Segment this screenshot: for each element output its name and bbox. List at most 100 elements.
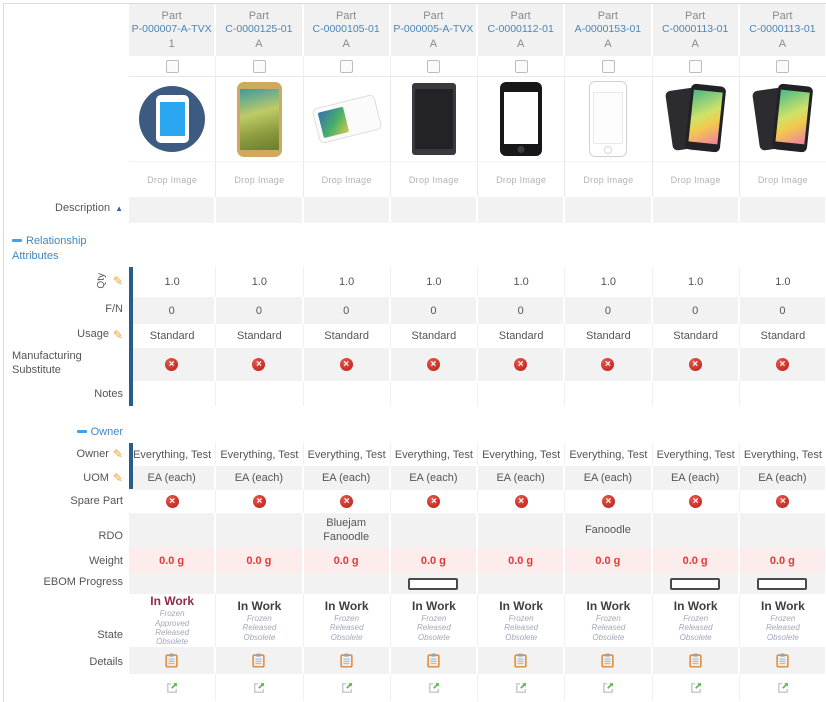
part-number-link[interactable]: A-0000153-01 — [574, 23, 642, 36]
edit-uom-icon[interactable]: ✎ — [112, 471, 123, 485]
product-image[interactable] — [311, 93, 383, 145]
open-details-icon[interactable] — [689, 681, 703, 695]
uom-cell: EA (each) — [303, 466, 391, 490]
part-revision: A — [342, 37, 350, 50]
product-image[interactable] — [139, 86, 206, 152]
manufacturing-substitute-cell: × — [129, 348, 217, 381]
open-details-icon[interactable] — [601, 681, 615, 695]
not-allowed-icon: × — [601, 495, 615, 508]
column-select-checkbox[interactable] — [776, 59, 790, 73]
column-select-checkbox[interactable] — [340, 59, 354, 73]
state-option: Frozen — [683, 613, 709, 623]
description-label: Description — [55, 202, 111, 215]
checkbox-row — [4, 56, 826, 76]
owner-value: Everything, Test — [394, 448, 473, 461]
clipboard-icon[interactable] — [165, 653, 178, 668]
select-cell — [565, 56, 653, 76]
qty-row: Qty ✎ 1.0 1.0 1.0 1.0 1.0 1.0 1.0 1.0 — [4, 267, 826, 297]
clipboard-icon[interactable] — [252, 653, 266, 668]
details-open-cell — [739, 674, 826, 701]
column-select-checkbox[interactable] — [252, 59, 266, 73]
part-header-cell: Part C-0000125-01 A — [216, 4, 304, 56]
part-type-label: Part — [772, 10, 793, 22]
not-allowed-icon: × — [339, 358, 353, 371]
drop-image-zone[interactable]: Drop Image — [757, 174, 808, 185]
not-allowed-icon: × — [252, 495, 266, 508]
usage-value: Standard — [760, 330, 806, 342]
open-details-icon[interactable] — [252, 681, 266, 695]
notes-row-label: Notes — [4, 381, 129, 406]
open-details-icon[interactable] — [165, 681, 179, 695]
drop-zone-cell: Drop Image — [303, 161, 391, 197]
edit-owner-icon[interactable]: ✎ — [112, 447, 123, 461]
image-cell — [652, 76, 740, 161]
edit-qty-icon[interactable]: ✎ — [112, 273, 123, 288]
usage-value: Standard — [324, 330, 369, 342]
part-type-label: Part — [597, 10, 618, 22]
qty-cell: 1.0 — [390, 267, 478, 297]
state-cell: In Work Frozen Released Obsolete — [390, 594, 478, 647]
select-cell — [216, 56, 304, 76]
part-number-link[interactable]: C-0000113-01 — [749, 23, 816, 36]
weight-cell: 0.0 g — [739, 548, 826, 573]
details-open-row-label — [4, 674, 129, 701]
part-number-link[interactable]: C-0000113-01 — [661, 23, 729, 36]
column-select-checkbox[interactable] — [165, 59, 179, 73]
drop-image-zone[interactable]: Drop Image — [583, 174, 634, 185]
column-select-checkbox[interactable] — [689, 59, 703, 73]
state-option: Obsolete — [592, 632, 625, 642]
column-select-checkbox[interactable] — [514, 59, 528, 73]
usage-row-label: Usage ✎ — [4, 324, 129, 348]
product-image[interactable] — [411, 83, 456, 155]
rdo-cell — [652, 513, 740, 548]
ebom-progress-cell — [216, 573, 304, 594]
open-details-icon[interactable] — [340, 681, 354, 695]
rdo-value: Bluejam Fanoodle — [323, 516, 370, 543]
section-owner[interactable]: Owner — [76, 425, 123, 439]
open-details-icon[interactable] — [427, 681, 441, 695]
clipboard-icon[interactable] — [514, 653, 527, 668]
drop-image-zone[interactable]: Drop Image — [496, 174, 547, 185]
state-option: Obsolete — [330, 632, 363, 642]
qty-value: 1.0 — [687, 276, 704, 288]
part-number-link[interactable]: C-0000112-01 — [487, 23, 554, 36]
open-details-icon[interactable] — [776, 681, 790, 695]
part-number-link[interactable]: C-0000125-01 — [225, 23, 293, 36]
product-image[interactable] — [751, 82, 814, 156]
clipboard-icon[interactable] — [339, 653, 353, 668]
drop-image-zone[interactable]: Drop Image — [147, 174, 198, 185]
part-number-link[interactable]: P-000007-A-TVX — [131, 23, 212, 36]
state-current: In Work — [499, 598, 544, 613]
column-select-checkbox[interactable] — [601, 59, 615, 73]
product-image[interactable] — [500, 82, 543, 156]
product-image[interactable] — [589, 81, 628, 157]
part-number-link[interactable]: C-0000105-01 — [312, 23, 380, 36]
owner-section: Owner ✎ Everything, Test Everything, Test… — [4, 443, 826, 701]
state-option: Released — [765, 623, 800, 633]
clipboard-icon[interactable] — [601, 653, 615, 668]
edit-usage-icon[interactable]: ✎ — [112, 327, 123, 342]
drop-image-zone[interactable]: Drop Image — [670, 174, 721, 185]
part-revision: A — [516, 37, 525, 50]
details-open-cell — [390, 674, 478, 701]
product-image[interactable] — [236, 81, 282, 157]
clipboard-icon[interactable] — [688, 653, 702, 668]
fn-value: 0 — [343, 304, 350, 317]
open-details-icon[interactable] — [514, 681, 528, 695]
details-clipboard-row: Details — [4, 647, 826, 674]
fn-value: 0 — [168, 304, 175, 317]
clipboard-icon[interactable] — [427, 653, 440, 668]
drop-image-zone[interactable]: Drop Image — [408, 174, 459, 185]
column-select-checkbox[interactable] — [427, 59, 441, 73]
description-sort-header[interactable]: Description ▲ — [55, 202, 123, 216]
product-image[interactable] — [664, 82, 726, 156]
section-relationship-attributes[interactable]: Relationship Attributes — [12, 234, 123, 263]
sort-ascending-icon: ▲ — [115, 204, 123, 214]
part-number-link[interactable]: P-000005-A-TVX — [393, 23, 474, 36]
clipboard-icon[interactable] — [776, 653, 789, 668]
fn-cell: 0 — [478, 297, 566, 324]
drop-image-zone[interactable]: Drop Image — [321, 174, 372, 185]
ebom-progress-cell — [652, 573, 740, 594]
drop-image-zone[interactable]: Drop Image — [234, 174, 285, 185]
uom-value: EA (each) — [758, 472, 807, 484]
